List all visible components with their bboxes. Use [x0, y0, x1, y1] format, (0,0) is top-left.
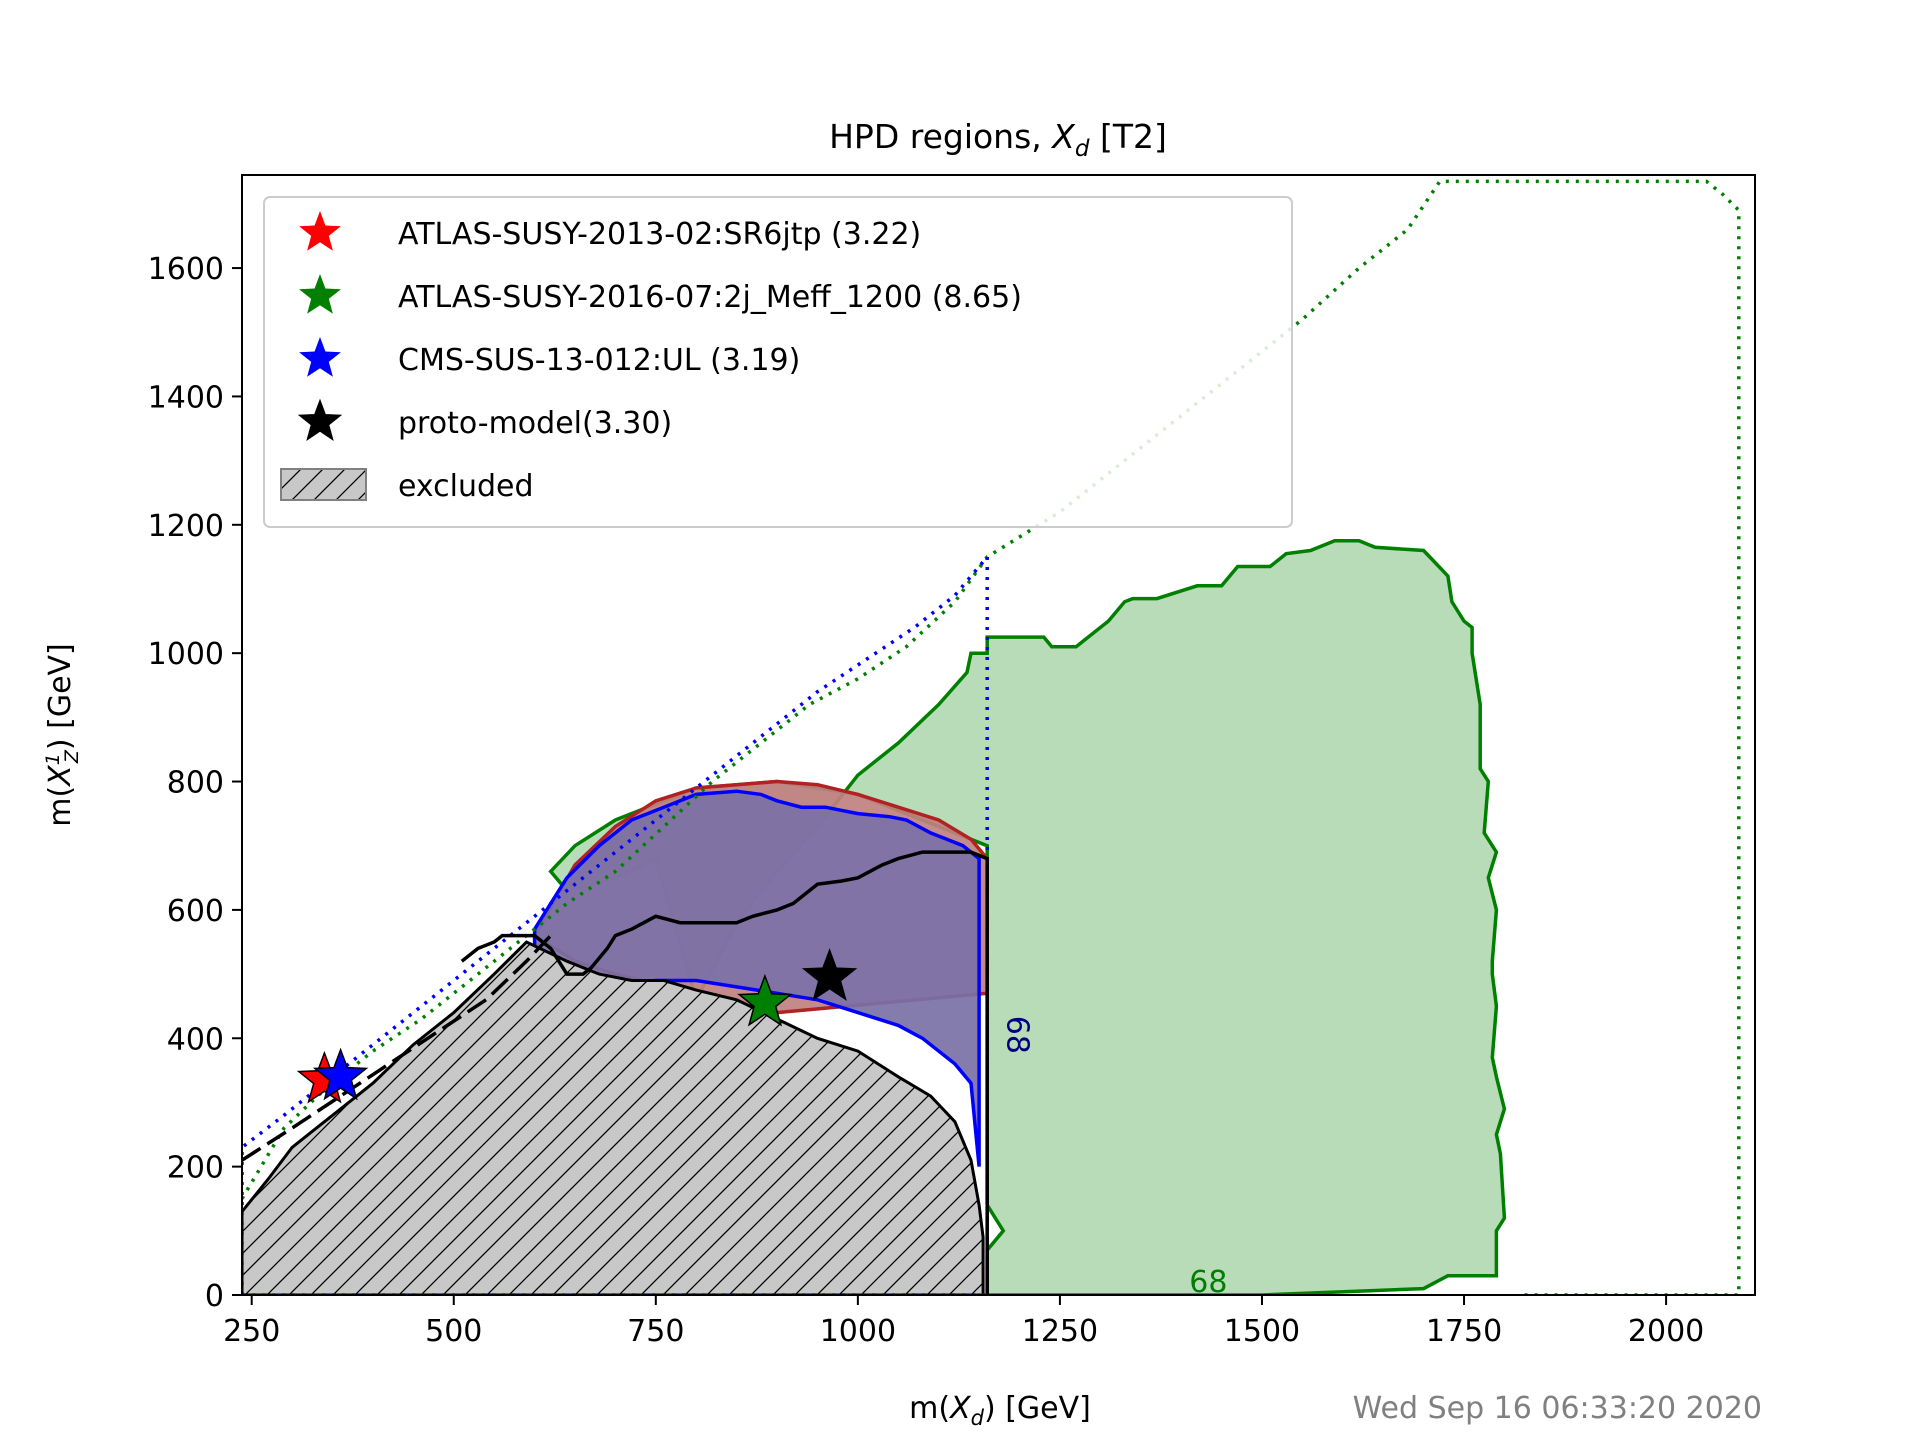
x-tick-label-5: 1500: [1224, 1314, 1300, 1349]
y-tick-label-7: 1400: [148, 380, 224, 415]
y-tick-label-1: 200: [167, 1151, 224, 1186]
y-tick-label-5: 1000: [148, 637, 224, 672]
x-axis-ticks: 250 500 750 1000 1250 1500 1750 2000: [223, 1295, 1704, 1349]
y-tick-label-3: 600: [167, 894, 224, 929]
y-tick-label-0: 0: [205, 1279, 224, 1314]
series-3-hpd-68-line-contour: [460, 850, 989, 1295]
excluded-region-hatch: [242, 940, 985, 1295]
legend: ATLAS-SUSY-2013-02:SR6jtp (3.22) ATLAS-SU…: [263, 196, 1293, 528]
best-fit-star-1: [737, 973, 793, 1027]
legend-star-0: [299, 211, 341, 251]
legend-hatch-swatch: [280, 468, 367, 501]
legend-star-3: [297, 398, 343, 441]
series-7-hpd-95-dashed-contour: [242, 934, 552, 1162]
timestamp: Wed Sep 16 06:33:20 2020: [1353, 1391, 1762, 1426]
y-tick-label-4: 800: [167, 766, 224, 801]
best-fit-star-2: [312, 1047, 369, 1101]
contour-label-0: 68: [1189, 1265, 1227, 1300]
x-tick-label-7: 2000: [1628, 1314, 1704, 1349]
contour-label-1: 68: [999, 1016, 1034, 1054]
x-tick-label-1: 500: [425, 1314, 482, 1349]
legend-star-1: [299, 274, 341, 314]
legend-box: [263, 196, 1293, 528]
legend-star-2: [299, 337, 341, 377]
x-tick-label-2: 750: [627, 1314, 684, 1349]
contour-labels: 68 68: [999, 1016, 1227, 1300]
x-tick-label-0: 250: [223, 1314, 280, 1349]
y-tick-label-6: 1200: [148, 509, 224, 544]
best-fit-markers: [296, 948, 858, 1104]
axes-frame: [241, 174, 1756, 1296]
y-tick-label-8: 1600: [148, 252, 224, 287]
legend-label-4: excluded: [398, 469, 534, 504]
y-axis-ticks: 0 200 400 600 800 1000 1200 1400 1600: [148, 252, 242, 1314]
series-5-hpd-95-dotted-contour: [242, 179, 1741, 1295]
y-tick-label-2: 400: [167, 1022, 224, 1057]
x-tick-label-6: 1750: [1426, 1314, 1502, 1349]
legend-label-2: CMS-SUS-13-012:UL (3.19): [398, 343, 800, 378]
chart-title: HPD regions, Xd [T2]: [829, 117, 1167, 162]
x-tick-label-4: 1250: [1022, 1314, 1098, 1349]
y-axis-label: m(X1Z) [GeV]: [42, 643, 83, 827]
best-fit-star-3: [801, 948, 858, 1001]
x-tick-label-3: 1000: [820, 1314, 896, 1349]
legend-label-3: proto-model(3.30): [398, 406, 672, 441]
x-axis-label: m(Xd) [GeV]: [909, 1391, 1091, 1430]
legend-label-0: ATLAS-SUSY-2013-02:SR6jtp (3.22): [398, 217, 921, 252]
legend-label-1: ATLAS-SUSY-2016-07:2j_Meff_1200 (8.65): [398, 280, 1022, 315]
